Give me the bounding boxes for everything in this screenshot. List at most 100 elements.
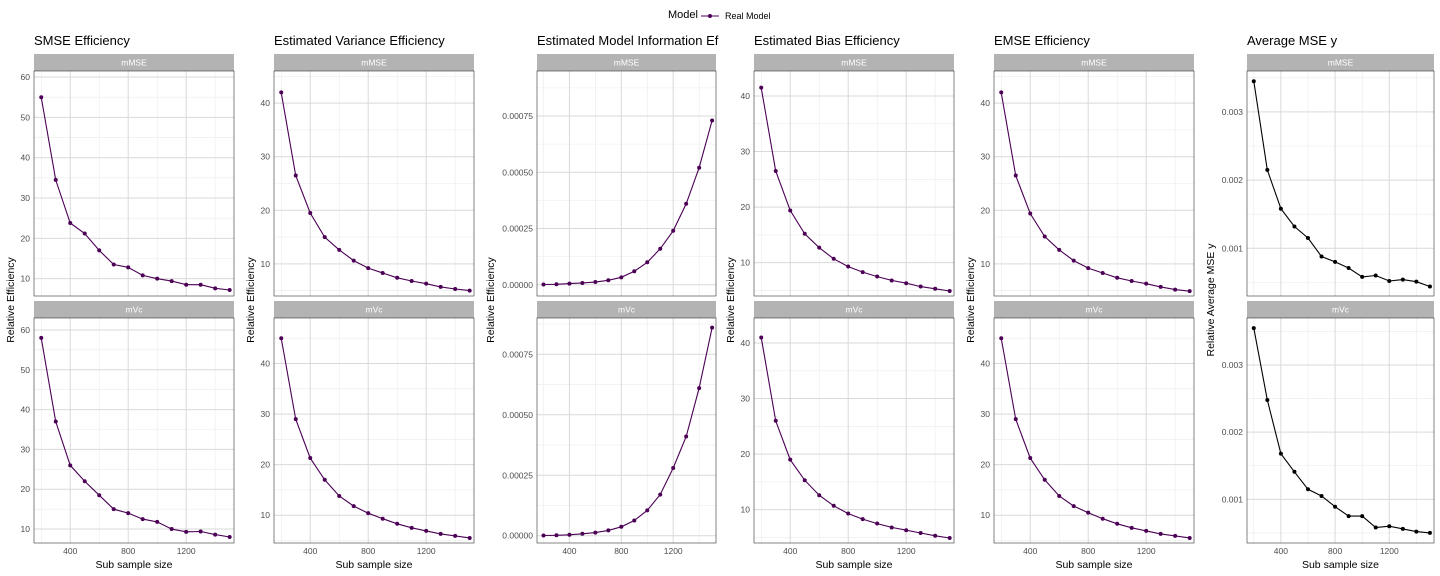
chart-title: Estimated Bias Efficiency — [754, 33, 900, 48]
data-point — [111, 507, 116, 512]
facet-strip — [994, 54, 1194, 71]
facet-strip-label: mVc — [366, 305, 384, 315]
x-tick-label: 800 — [1081, 546, 1095, 556]
y-tick-label: 10 — [981, 510, 991, 520]
data-point — [1100, 270, 1105, 275]
facet-strip-label: mVc — [126, 305, 144, 315]
data-point — [541, 282, 546, 287]
facet-strip — [754, 54, 954, 71]
y-tick-label: 40 — [981, 98, 991, 108]
panel-mMSE: mMSE 10 20 30 40 — [741, 54, 955, 297]
y-tick-label: 0.00050 — [502, 167, 533, 177]
data-point — [671, 466, 676, 470]
plot-panel — [994, 318, 1194, 543]
data-point — [947, 536, 952, 540]
y-tick-label: 40 — [981, 359, 991, 369]
data-point — [1305, 487, 1310, 492]
x-axis-label: Sub sample size — [815, 559, 892, 571]
data-point — [1400, 277, 1405, 282]
y-tick-label: 30 — [741, 147, 751, 157]
data-point — [227, 287, 232, 292]
data-point — [567, 281, 572, 286]
data-point — [227, 535, 232, 540]
y-tick-label: 10 — [261, 259, 271, 269]
data-point — [438, 284, 443, 289]
x-tick-label: 1200 — [1137, 546, 1156, 556]
x-tick-label: 1200 — [1380, 546, 1399, 556]
series-line — [1253, 327, 1430, 534]
y-tick-label: 30 — [21, 444, 31, 454]
x-tick-label: 400 — [1274, 546, 1288, 556]
panel-mMSE: mMSE 0.001 0.002 0.003 — [1222, 54, 1435, 297]
x-tick-label: 1200 — [177, 546, 196, 556]
y-tick-label: 60 — [21, 325, 31, 335]
data-point — [1414, 279, 1419, 284]
panel-mVc: mVc 10 20 30 40 400 800 1200 — [741, 301, 955, 556]
facet-strip-label: mMSE — [1328, 58, 1354, 68]
panel-mVc: mVc 0.00000 0.00025 0.00050 0.00075 400 800 120… — [502, 301, 717, 556]
y-tick-label: 30 — [981, 409, 991, 419]
data-point — [1265, 167, 1270, 172]
data-point — [1427, 284, 1432, 289]
y-tick-label: 0.00025 — [502, 224, 533, 234]
data-point — [1333, 259, 1338, 264]
data-point — [1319, 254, 1324, 259]
data-point — [580, 531, 585, 536]
data-point — [213, 532, 218, 537]
data-point — [831, 503, 836, 508]
data-point — [155, 276, 160, 281]
chart-4: EMSE Efficiency Relative Efficiency mMSE 10… — [965, 33, 1195, 571]
data-point — [889, 525, 894, 530]
panel-mMSE: mMSE 10 20 30 40 50 60 — [21, 54, 235, 297]
data-point — [366, 511, 371, 516]
data-point — [1115, 521, 1120, 526]
data-point — [1360, 274, 1365, 279]
y-tick-label: 20 — [261, 205, 271, 215]
y-tick-label: 0.001 — [1222, 494, 1244, 504]
y-tick-label: 20 — [741, 202, 751, 212]
facet-strip — [754, 301, 954, 318]
y-tick-label: 40 — [21, 405, 31, 415]
data-point — [322, 235, 327, 240]
facet-strip-label: mMSE — [361, 58, 387, 68]
data-point — [817, 245, 822, 250]
data-point — [1251, 326, 1256, 331]
data-point — [1187, 535, 1192, 540]
x-tick-label: 400 — [783, 546, 797, 556]
data-point — [1144, 528, 1149, 533]
data-point — [1071, 504, 1076, 509]
y-tick-label: 20 — [21, 484, 31, 494]
y-tick-label: 40 — [741, 91, 751, 101]
data-point — [904, 281, 909, 286]
data-point — [606, 278, 611, 283]
data-point — [947, 289, 952, 293]
x-tick-label: 800 — [1328, 546, 1342, 556]
y-tick-label: 40 — [261, 98, 271, 108]
data-point — [1057, 247, 1062, 252]
chart-title: SMSE Efficiency — [34, 33, 130, 48]
series-line — [280, 92, 470, 292]
data-point — [1319, 493, 1324, 498]
data-point — [1115, 275, 1120, 280]
data-point — [658, 246, 663, 251]
y-tick-label: 0.001 — [1222, 243, 1244, 253]
data-point — [554, 533, 559, 538]
data-point — [1346, 266, 1351, 271]
facet-strip — [994, 301, 1194, 318]
chart-title: Estimated Variance Efficiency — [274, 33, 445, 48]
data-point — [424, 528, 429, 533]
data-point — [380, 516, 385, 521]
data-point — [1414, 529, 1419, 534]
y-tick-label: 30 — [741, 394, 751, 404]
y-tick-label: 10 — [741, 505, 751, 515]
panel-mVc: mVc 10 20 30 40 50 60 400 800 1200 — [21, 301, 235, 556]
chart-3: Estimated Bias Efficiency Relative Effici… — [725, 33, 955, 571]
x-tick-label: 400 — [63, 546, 77, 556]
panel-mMSE: mMSE 0.00000 0.00025 0.00050 0.00075 — [502, 54, 717, 297]
x-tick-label: 800 — [121, 546, 135, 556]
data-point — [846, 264, 851, 269]
y-tick-label: 0.002 — [1222, 175, 1244, 185]
panel-mVc: mVc 10 20 30 40 400 800 1200 — [981, 301, 1195, 556]
data-point — [999, 336, 1004, 341]
